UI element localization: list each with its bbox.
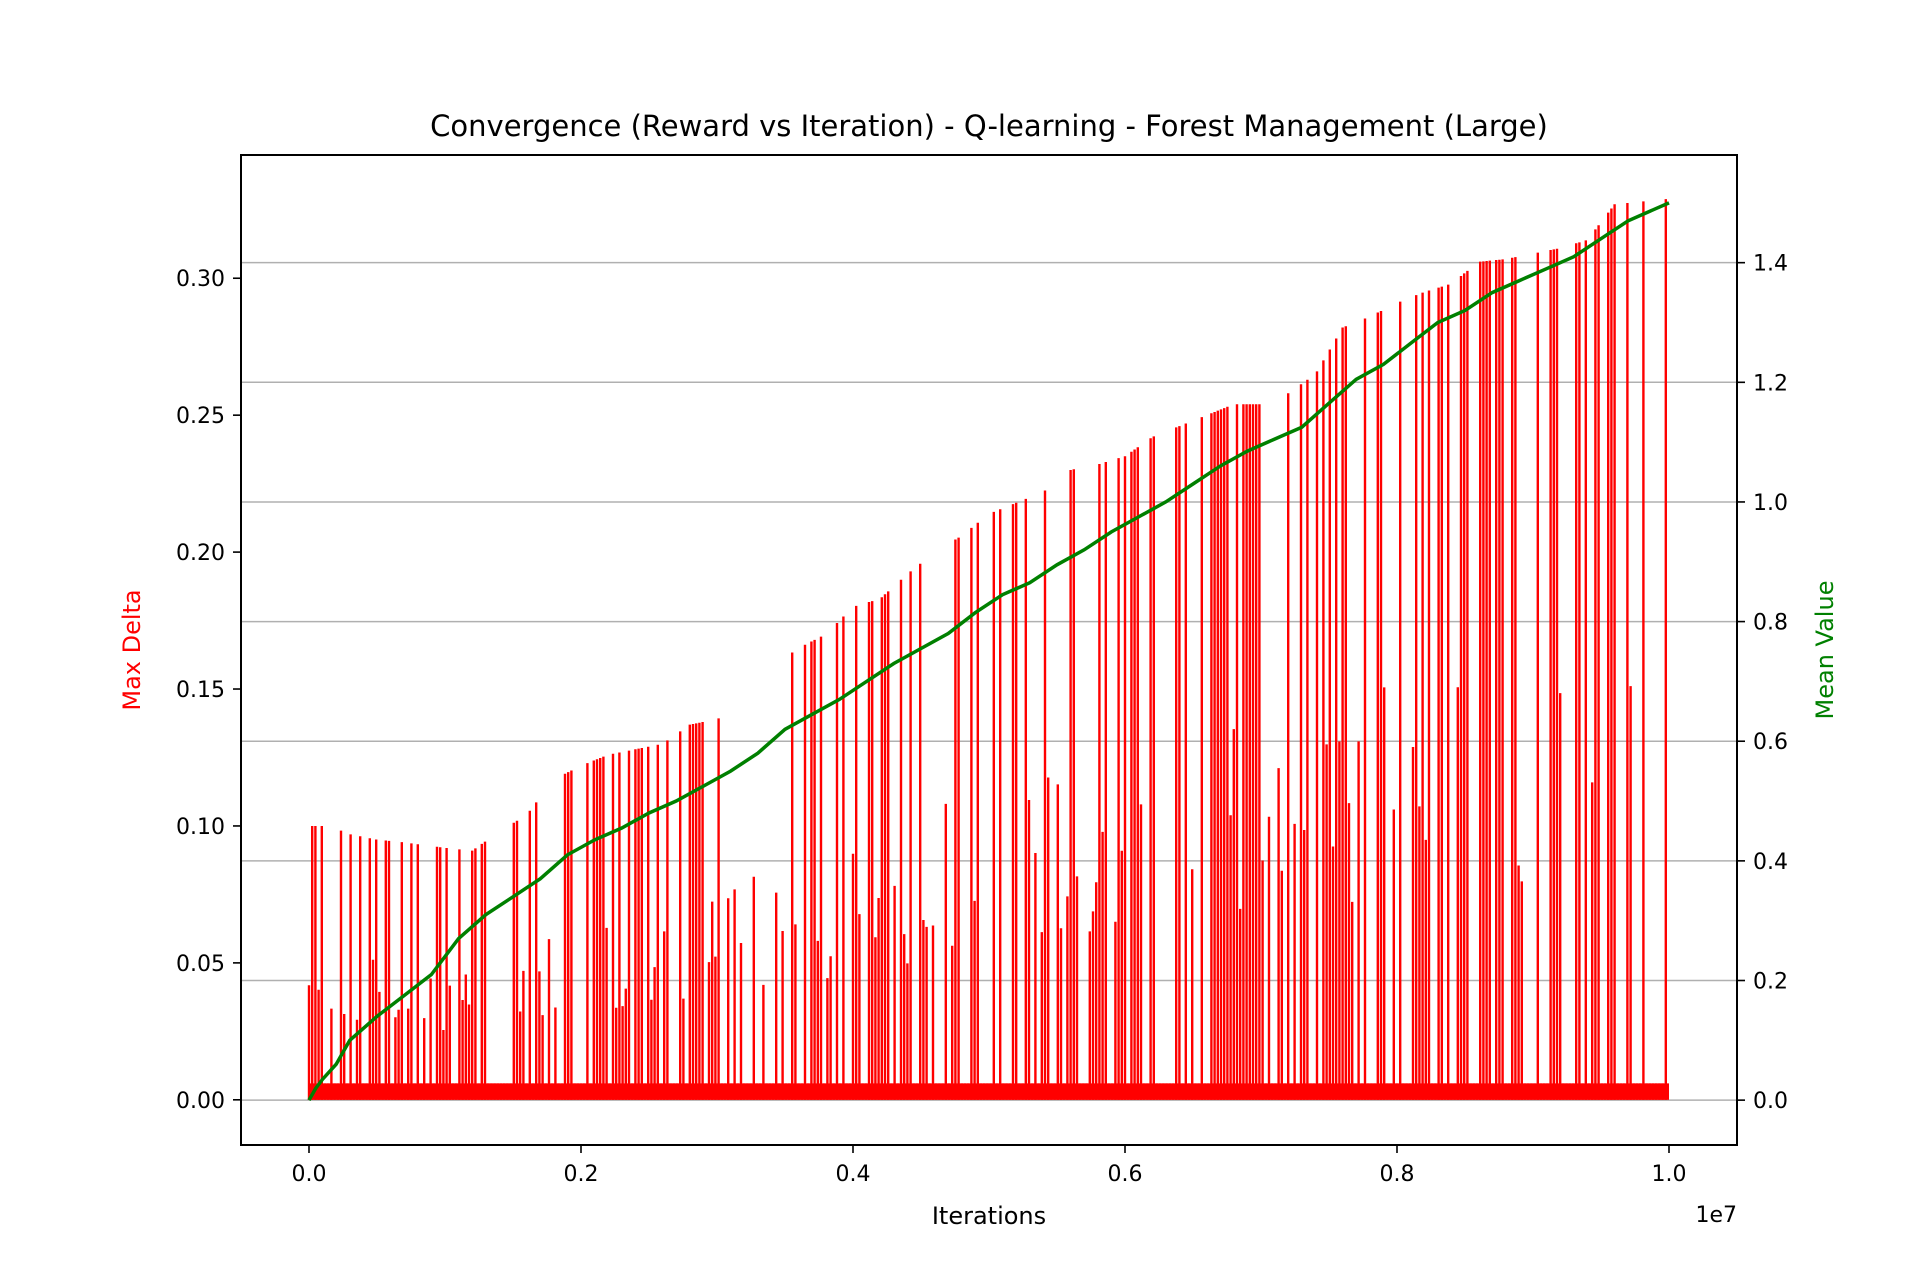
left-y-tick-label: 0.30: [176, 267, 225, 292]
right-y-tick-label: 1.4: [1753, 252, 1788, 277]
left-y-tick-label: 0.10: [176, 815, 225, 840]
left-y-tick-label: 0.00: [176, 1089, 225, 1114]
x-axis-label: Iterations: [932, 1202, 1046, 1230]
right-y-tick-label: 0.2: [1753, 969, 1788, 994]
x-tick-label: 0.4: [836, 1162, 871, 1187]
axes-frame: [240, 154, 1738, 1146]
x-tick-label: 0.6: [1108, 1162, 1143, 1187]
x-axis-offset-label: 1e7: [1695, 1203, 1737, 1228]
left-y-axis-label: Max Delta: [118, 589, 146, 710]
left-y-tick-label: 0.20: [176, 541, 225, 566]
right-y-tick-label: 1.2: [1753, 371, 1788, 396]
right-y-tick-label: 0.8: [1753, 611, 1788, 636]
x-tick-label: 0.8: [1380, 1162, 1415, 1187]
left-y-tick-label: 0.05: [176, 952, 225, 977]
axis-ticks: 0.0 0.2 0.4 0.6 0.8 1.0 0.00 0.05 0.10 0.15 0.20 0.…: [176, 252, 1788, 1187]
x-tick-label: 1.0: [1652, 1162, 1687, 1187]
mean-value-line: [307, 201, 1670, 1101]
left-y-tick-label: 0.15: [176, 678, 225, 703]
right-y-tick-label: 1.0: [1753, 491, 1788, 516]
left-y-tick-label: 0.25: [176, 404, 225, 429]
chart-title: Convergence (Reward vs Iteration) - Q-le…: [430, 109, 1548, 143]
right-y-axis-label: Mean Value: [1811, 581, 1839, 720]
right-y-tick-label: 0.6: [1753, 730, 1788, 755]
x-tick-label: 0.0: [292, 1162, 327, 1187]
right-y-tick-label: 0.0: [1753, 1089, 1788, 1114]
right-y-tick-label: 0.4: [1753, 850, 1788, 875]
x-tick-label: 0.2: [564, 1162, 599, 1187]
